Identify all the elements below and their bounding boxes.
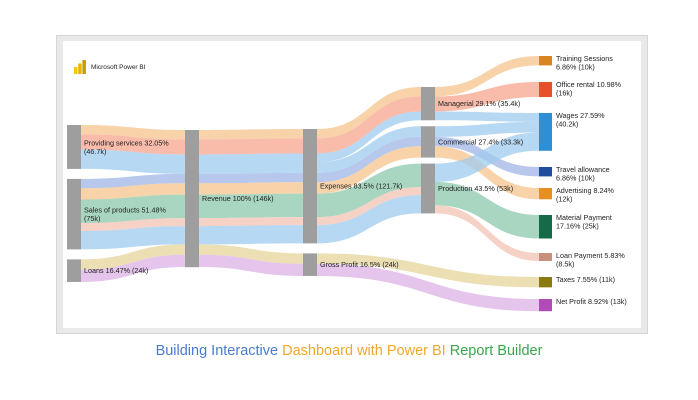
link-sales-to-revenue[interactable] [81,218,185,232]
label-wages-line1: Wages 27.59% [556,111,605,120]
link-revenue-to-expenses[interactable] [199,153,303,174]
node-revenue[interactable] [185,130,199,268]
link-revenue-to-expenses[interactable] [199,217,303,227]
label-office-line2: (16k) [556,89,572,98]
node-loans[interactable] [67,259,81,282]
caption: Building Interactive Dashboard with Powe… [0,343,698,359]
label-loanpay-line2: (8.5k) [556,260,574,269]
caption-part-1: Building Interactive [155,343,279,359]
link-production-to-material[interactable] [435,181,539,239]
label-training-line2: 6.86% (10k) [556,63,595,72]
report-canvas: Microsoft Power BI Providing services 32… [63,41,641,328]
link-revenue-to-expenses[interactable] [199,172,303,184]
link-sales-to-revenue[interactable] [81,194,185,224]
sankey-labels: Providing services 32.05%(46.7k) Sales of… [84,54,627,306]
sankey-nodes [67,56,552,312]
node-gross[interactable] [303,253,317,276]
link-managerial-to-office[interactable] [435,82,539,112]
link-loans-to-revenue[interactable] [81,254,185,282]
node-expenses[interactable] [303,129,317,244]
label-providing-line1: Providing services 32.05% [84,138,169,147]
link-gross-to-taxes[interactable] [317,253,539,288]
label-advertising-line1: Advertising 8.24% [556,186,615,195]
link-managerial-to-training[interactable] [435,56,539,97]
link-expenses-to-managerial[interactable] [317,87,421,139]
node-travel[interactable] [539,167,552,177]
node-sales[interactable] [67,178,81,250]
link-production-to-loanpay[interactable] [435,205,539,261]
dashboard-frame: Microsoft Power BI Providing services 32… [56,35,648,334]
caption-part-3: Report Builder [449,343,543,359]
link-expenses-to-production[interactable] [317,163,421,218]
node-netprofit[interactable] [539,299,552,312]
sankey-chart[interactable]: Providing services 32.05%(46.7k) Sales of… [63,41,641,328]
node-wages[interactable] [539,113,552,151]
label-providing-line2: (46.7k) [84,147,106,156]
node-commercial[interactable] [421,126,435,158]
link-expenses-to-managerial[interactable] [317,111,421,163]
node-office[interactable] [539,82,552,98]
node-material[interactable] [539,215,552,239]
label-gross-line1: Gross Profit 16.5% (24k) [320,260,399,269]
link-providing-to-revenue[interactable] [81,125,185,140]
app-name: Microsoft Power BI [91,63,146,71]
label-sales-line2: (75k) [84,214,100,223]
link-expenses-to-managerial[interactable] [317,96,421,154]
label-managerial-line1: Managerial 29.1% (35.4k) [438,99,520,108]
label-office-line1: Office rental 10.98% [556,80,622,89]
link-production-to-wages[interactable] [435,132,539,182]
link-expenses-to-commercial[interactable] [317,126,421,173]
link-revenue-to-gross[interactable] [199,254,303,276]
label-loans-line1: Loans 16.47% (24k) [84,266,148,275]
link-expenses-to-commercial[interactable] [317,136,421,183]
caption-part-2: Dashboard with Power BI [282,343,446,359]
label-travel-line2: 6.86% (10k) [556,174,595,183]
node-taxes[interactable] [539,277,552,288]
link-revenue-to-expenses[interactable] [199,129,303,140]
label-sales-line1: Sales of products 51.48% [84,206,167,215]
label-material-line1: Material Payment [556,213,612,222]
label-material-line2: 17.16% (25k) [556,222,599,231]
label-netprofit-line1: Net Profit 8.92% (13k) [556,297,627,306]
link-managerial-to-wages[interactable] [435,111,539,122]
label-commercial-line1: Commercial 27.4% (33.3k) [438,137,523,146]
link-providing-to-revenue[interactable] [81,149,185,174]
link-sales-to-revenue[interactable] [81,183,185,200]
link-expenses-to-production[interactable] [317,195,421,244]
link-revenue-to-gross[interactable] [199,244,303,264]
link-expenses-to-commercial[interactable] [317,146,421,194]
link-sales-to-revenue[interactable] [81,173,185,189]
label-advertising-line2: (12k) [556,195,572,204]
node-providing[interactable] [67,125,81,169]
link-revenue-to-expenses[interactable] [199,225,303,245]
sankey-links [81,56,539,312]
node-training[interactable] [539,56,552,66]
power-bi-logo: Microsoft Power BI [73,59,146,75]
link-loans-to-revenue[interactable] [81,244,185,270]
link-providing-to-revenue[interactable] [81,134,185,155]
power-bi-icon [74,60,86,74]
link-gross-to-netprofit[interactable] [317,263,539,312]
link-sales-to-revenue[interactable] [81,226,185,250]
label-travel-line1: Travel allowance [556,165,610,174]
node-advertising[interactable] [539,188,552,200]
label-expenses-line1: Expenses 83.5% (121.7k) [320,182,402,191]
label-production-line1: Production 43.5% (53k) [438,184,513,193]
link-commercial-to-wages[interactable] [435,121,539,137]
node-production[interactable] [421,163,435,214]
node-managerial[interactable] [421,87,435,121]
label-taxes-line1: Taxes 7.55% (11k) [556,275,615,284]
link-commercial-to-advertising[interactable] [435,146,539,200]
link-revenue-to-expenses[interactable] [199,193,303,219]
label-training-line1: Training Sessions [556,54,613,63]
label-loanpay-line1: Loan Payment 5.83% [556,251,625,260]
node-loanpay[interactable] [539,253,552,261]
link-revenue-to-expenses[interactable] [199,182,303,195]
label-wages-line2: (40.2k) [556,120,578,129]
label-revenue-line1: Revenue 100% (146k) [202,194,274,203]
link-revenue-to-expenses[interactable] [199,138,303,155]
link-expenses-to-production[interactable] [317,187,421,226]
